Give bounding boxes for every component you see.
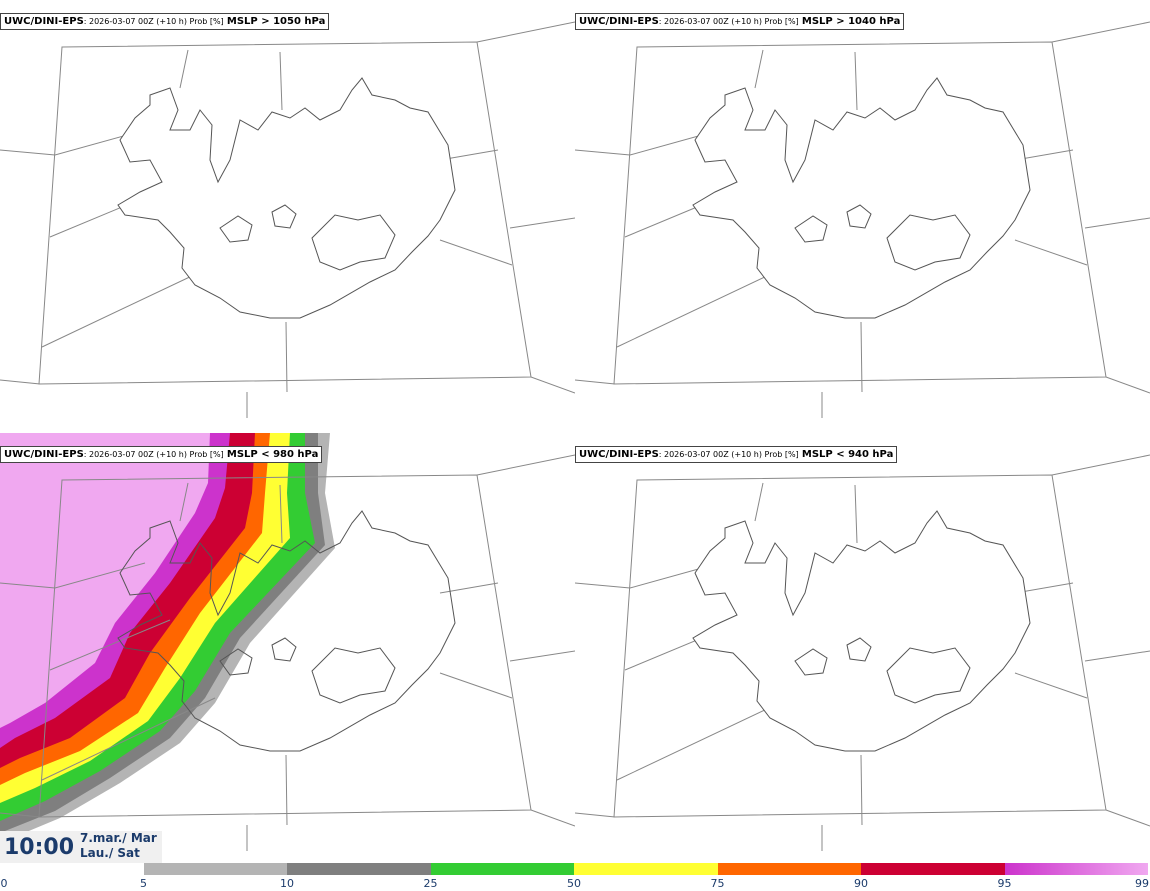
panel-source: UWC/DINI-EPS — [4, 16, 84, 27]
colorbar-tick-label: 0 — [0, 877, 8, 890]
colorbar-tick-label: 90 — [854, 877, 868, 890]
map-svg — [575, 21, 1150, 418]
map-svg — [575, 454, 1150, 851]
panel-meta: : 2026-03-07 00Z (+10 h) Prob [%] — [658, 450, 799, 459]
date-line-1: 7.mar./ Mar — [80, 831, 157, 845]
probability-bands — [0, 433, 335, 843]
panel-meta: : 2026-03-07 00Z (+10 h) Prob [%] — [83, 450, 224, 459]
colorbar-tick-label: 10 — [280, 877, 294, 890]
colorbar-segment — [861, 863, 1005, 875]
map-panel-1: UWC/DINI-EPS: 2026-03-07 00Z (+10 h) Pro… — [0, 0, 575, 433]
map-panel-3: UWC/DINI-EPS: 2026-03-07 00Z (+10 h) Pro… — [0, 433, 575, 866]
panel-meta: : 2026-03-07 00Z (+10 h) Prob [%] — [658, 17, 799, 26]
colorbar-segment — [143, 863, 287, 875]
map-svg — [0, 21, 575, 418]
colorbar-segment — [717, 863, 861, 875]
colorbar-segment — [1004, 863, 1148, 875]
panel-threshold: MSLP < 940 hPa — [801, 449, 894, 460]
valid-date: 7.mar./ Mar Lau./ Sat — [80, 831, 157, 861]
colorbar — [0, 863, 1150, 875]
panel-meta: : 2026-03-07 00Z (+10 h) Prob [%] — [83, 17, 224, 26]
colorbar-segment — [0, 863, 144, 875]
panel-source: UWC/DINI-EPS — [579, 16, 659, 27]
map-svg — [0, 433, 575, 851]
colorbar-tick-label: 99 — [1135, 877, 1149, 890]
panel-threshold: MSLP < 980 hPa — [226, 449, 319, 460]
panel-title: UWC/DINI-EPS: 2026-03-07 00Z (+10 h) Pro… — [0, 446, 323, 463]
colorbar-tick-label: 5 — [140, 877, 147, 890]
time-box — [0, 831, 162, 863]
colorbar-tick-label: 75 — [710, 877, 725, 890]
map-panel-4: UWC/DINI-EPS: 2026-03-07 00Z (+10 h) Pro… — [575, 433, 1150, 866]
date-line-2: Lau./ Sat — [80, 846, 140, 860]
panel-title: UWC/DINI-EPS: 2026-03-07 00Z (+10 h) Pro… — [575, 13, 905, 30]
panel-title: UWC/DINI-EPS: 2026-03-07 00Z (+10 h) Pro… — [0, 13, 330, 30]
valid-time: 10:00 — [4, 835, 75, 860]
colorbar-tick-label: 50 — [567, 877, 581, 890]
colorbar-segment — [574, 863, 718, 875]
panel-threshold: MSLP > 1040 hPa — [801, 16, 901, 27]
colorbar-tick-label: 25 — [423, 877, 438, 890]
panel-threshold: MSLP > 1050 hPa — [226, 16, 326, 27]
colorbar-segment — [287, 863, 431, 875]
colorbar-segment — [430, 863, 574, 875]
colorbar-tick-label: 95 — [997, 877, 1012, 890]
map-panel-2: UWC/DINI-EPS: 2026-03-07 00Z (+10 h) Pro… — [575, 0, 1150, 433]
panel-source: UWC/DINI-EPS — [579, 449, 659, 460]
panel-title: UWC/DINI-EPS: 2026-03-07 00Z (+10 h) Pro… — [575, 446, 898, 463]
panel-source: UWC/DINI-EPS — [4, 449, 84, 460]
